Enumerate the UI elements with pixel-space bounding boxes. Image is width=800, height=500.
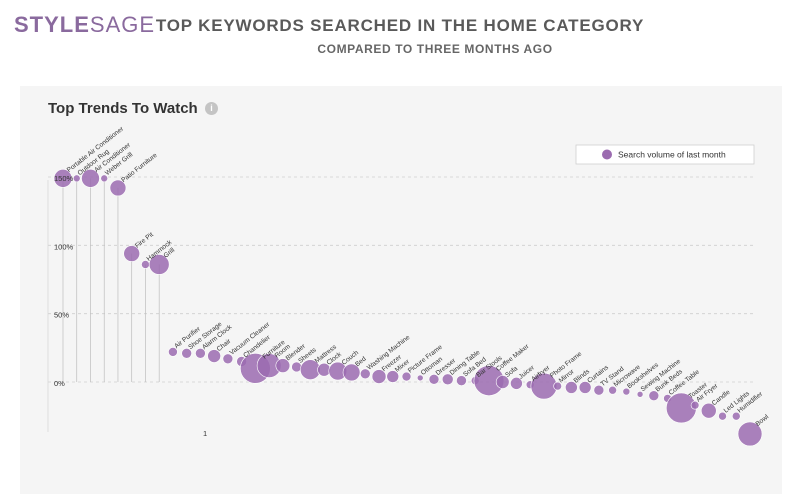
bubble[interactable] [608, 385, 617, 395]
chart-title: Top Trends To Watch [48, 100, 198, 117]
bubble[interactable] [636, 390, 644, 398]
y-tick-label: 0% [54, 379, 65, 388]
bubble[interactable] [648, 390, 660, 401]
bubble[interactable] [123, 245, 140, 262]
bubble[interactable] [109, 179, 127, 197]
bubble[interactable] [456, 375, 467, 386]
info-icon[interactable]: i [205, 102, 218, 115]
brand-part2: SAGE [89, 12, 156, 37]
bubble[interactable] [181, 347, 192, 359]
x-tick-label: 1 [203, 429, 207, 438]
bubble-label: Fire Pit [134, 231, 155, 249]
bubble[interactable] [275, 358, 291, 373]
bubble[interactable] [53, 169, 73, 188]
bubble[interactable] [222, 353, 234, 365]
bubble[interactable] [495, 375, 510, 389]
y-tick-label: 150% [54, 174, 74, 183]
bubble[interactable] [416, 374, 424, 382]
y-tick-label: 50% [54, 311, 69, 320]
bubble[interactable] [622, 387, 631, 396]
axis-ticks: 150% 100% 50% 0% 1 [47, 174, 207, 438]
bubble[interactable] [731, 411, 741, 421]
bubble[interactable] [718, 411, 727, 421]
bubble[interactable] [441, 373, 454, 386]
bubble[interactable] [371, 369, 387, 384]
stylesage-logo: STYLESAGE [14, 12, 155, 38]
page-title: TOP KEYWORDS SEARCHED IN THE HOME CATEGO… [155, 16, 645, 35]
stems [62, 178, 160, 382]
bubble[interactable] [168, 347, 178, 357]
bubbles [53, 169, 763, 447]
bubble[interactable] [700, 402, 717, 419]
bubble[interactable] [565, 381, 578, 394]
legend-box [575, 144, 755, 165]
bubble[interactable] [578, 381, 592, 394]
bubble[interactable] [553, 381, 562, 391]
bubble[interactable] [100, 174, 109, 183]
bubble[interactable] [593, 384, 605, 396]
bubble[interactable] [81, 169, 100, 188]
bubble[interactable] [737, 421, 763, 447]
legend-marker [602, 149, 612, 160]
legend: Search volume of last month [575, 144, 755, 165]
page-subtitle: COMPARED TO THREE MONTHS AGO [317, 42, 553, 56]
y-tick-label: 100% [54, 242, 74, 251]
legend-label: Search volume of last month [618, 150, 726, 160]
bubble[interactable] [207, 349, 221, 363]
bubble[interactable] [401, 371, 412, 382]
bubble[interactable] [386, 370, 400, 383]
bubble-label: Bowl [755, 413, 771, 428]
gridlines [48, 176, 754, 383]
bubble[interactable] [195, 347, 206, 359]
bubble[interactable] [510, 377, 523, 390]
bubble[interactable] [72, 174, 81, 183]
bubble[interactable] [342, 363, 361, 382]
bubble[interactable] [690, 400, 700, 410]
bubble[interactable] [359, 368, 371, 380]
bubble[interactable] [148, 254, 170, 275]
brand-part1: STYLE [14, 12, 90, 37]
bubble[interactable] [428, 373, 440, 385]
